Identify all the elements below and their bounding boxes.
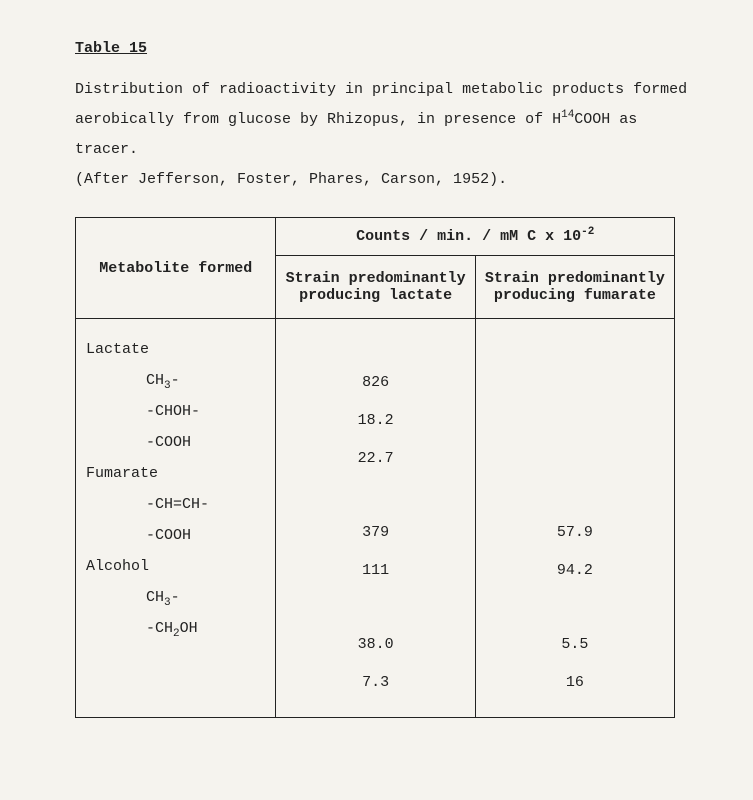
desc-sup: 14 [561, 109, 574, 121]
fragment: -COOH [146, 527, 265, 544]
header-fumarate-strain: Strain predominantly producing fumarate [475, 256, 674, 319]
value-cell: 379 [286, 513, 464, 551]
table-body-row: Lactate CH3- -CHOH- -COOH Fumarate -CH=C… [76, 319, 675, 718]
value-cell: 16 [486, 663, 664, 701]
header-fumarate-text: Strain predominantly producing fumarate [485, 270, 665, 304]
data-table: Metabolite formed Counts / min. / mM C x… [75, 217, 675, 718]
value-cell: 7.3 [286, 663, 464, 701]
document-page: Table 15 Distribution of radioactivity i… [0, 0, 753, 800]
table-description: Distribution of radioactivity in princip… [75, 75, 698, 195]
lactate-strain-column: 826 18.2 22.7 379 111 38.0 7.3 [276, 319, 475, 718]
header-lactate-text: Strain predominantly producing lactate [286, 270, 466, 304]
value-cell: 18.2 [286, 401, 464, 439]
fragment: -CH=CH- [146, 496, 265, 513]
value-cell: 5.5 [486, 625, 664, 663]
metabolite-column: Lactate CH3- -CHOH- -COOH Fumarate -CH=C… [76, 319, 276, 718]
fumarate-strain-column: 57.9 94.2 5.5 16 [475, 319, 674, 718]
fragment: -CHOH- [146, 403, 265, 420]
value-cell: 111 [286, 551, 464, 589]
metabolite-name: Lactate [86, 341, 265, 358]
metabolite-name: Alcohol [86, 558, 265, 575]
metabolite-name: Fumarate [86, 465, 265, 482]
desc-line-2a: aerobically from glucose by Rhizopus, in… [75, 111, 561, 128]
desc-line-1: Distribution of radioactivity in princip… [75, 81, 687, 98]
value-cell [486, 363, 664, 401]
header-counts-sup: -2 [581, 226, 594, 238]
table-label: Table 15 [75, 40, 698, 57]
value-cell: 826 [286, 363, 464, 401]
header-counts-text: Counts / min. / mM C x 10 [356, 228, 581, 245]
fragment: -CH2OH [146, 620, 265, 637]
value-cell: 38.0 [286, 625, 464, 663]
value-cell: 22.7 [286, 439, 464, 477]
table-header-row-1: Metabolite formed Counts / min. / mM C x… [76, 218, 675, 256]
value-cell: 57.9 [486, 513, 664, 551]
fragment: CH3- [146, 372, 265, 389]
value-cell: 94.2 [486, 551, 664, 589]
desc-line-3: (After Jefferson, Foster, Phares, Carson… [75, 171, 507, 188]
value-cell [486, 439, 664, 477]
value-cell [486, 401, 664, 439]
fragment: CH3- [146, 589, 265, 606]
header-metabolite-text: Metabolite formed [99, 260, 252, 277]
header-metabolite: Metabolite formed [76, 218, 276, 319]
header-lactate-strain: Strain predominantly producing lactate [276, 256, 475, 319]
fragment: -COOH [146, 434, 265, 451]
header-counts: Counts / min. / mM C x 10-2 [276, 218, 675, 256]
